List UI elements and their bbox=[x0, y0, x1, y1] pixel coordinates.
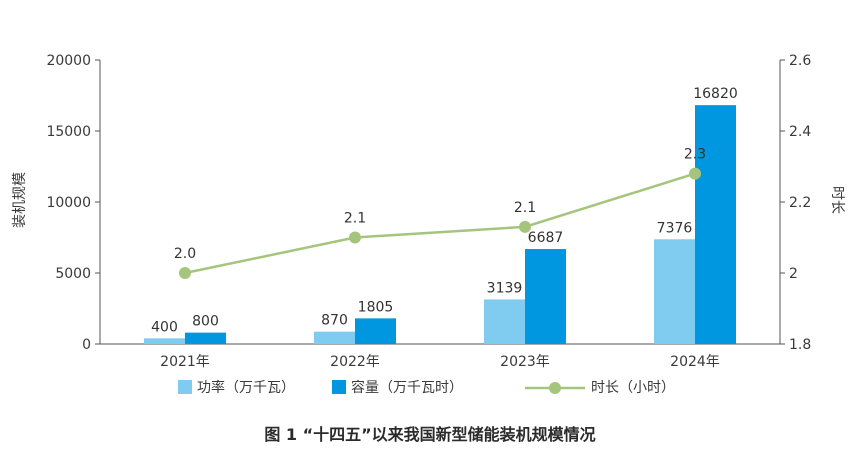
legend-line-marker bbox=[549, 382, 561, 394]
legend-label: 容量（万千瓦时） bbox=[351, 379, 463, 396]
legend-label: 功率（万千瓦） bbox=[197, 379, 295, 396]
bar bbox=[484, 299, 525, 344]
y-tick-label: 0 bbox=[82, 337, 91, 353]
y2-tick-label: 2.6 bbox=[789, 53, 811, 69]
line-point bbox=[519, 220, 531, 233]
x-tick-label: 2024年 bbox=[670, 354, 720, 370]
y2-axis-title: 时长 bbox=[829, 186, 845, 214]
bar-data-label: 7376 bbox=[657, 220, 693, 236]
legend-swatch bbox=[332, 380, 346, 394]
bar-data-label: 16820 bbox=[693, 86, 738, 102]
x-tick-label: 2023年 bbox=[500, 354, 550, 370]
bar bbox=[355, 318, 396, 344]
line-series bbox=[184, 172, 696, 275]
line-data-label: 2.1 bbox=[344, 211, 366, 227]
line-data-label: 2.1 bbox=[514, 200, 536, 216]
line-point bbox=[349, 231, 361, 244]
y2-tick-label: 2 bbox=[789, 266, 798, 282]
bar-data-label: 3139 bbox=[487, 280, 523, 296]
y-tick-label: 5000 bbox=[55, 266, 91, 282]
bar-data-label: 1805 bbox=[358, 299, 394, 315]
bar bbox=[314, 331, 355, 344]
bar-data-label: 870 bbox=[321, 313, 348, 329]
y2-tick-label: 2.4 bbox=[789, 124, 811, 140]
y-axis-title: 装机规模 bbox=[12, 172, 28, 228]
line-data-label: 2.3 bbox=[684, 147, 706, 163]
bar-data-label: 400 bbox=[151, 319, 178, 335]
bar-data-label: 6687 bbox=[528, 230, 564, 246]
bar bbox=[185, 332, 226, 344]
y-tick-label: 15000 bbox=[46, 124, 91, 140]
y2-tick-label: 1.8 bbox=[789, 337, 811, 353]
line-data-label: 2.0 bbox=[174, 246, 196, 262]
line-point bbox=[689, 167, 701, 180]
line-point bbox=[179, 267, 191, 279]
bar bbox=[525, 249, 566, 344]
bar-data-label: 800 bbox=[192, 314, 219, 330]
y-tick-label: 10000 bbox=[46, 195, 91, 211]
figure-caption: 图 1 “十四五”以来我国新型储能装机规模情况 bbox=[264, 425, 595, 444]
y-tick-label: 20000 bbox=[46, 53, 91, 69]
y2-tick-label: 2.2 bbox=[789, 195, 811, 211]
bar bbox=[654, 239, 695, 344]
legend-swatch bbox=[178, 380, 192, 394]
legend-label: 时长（小时） bbox=[591, 380, 675, 396]
bar bbox=[695, 105, 736, 344]
x-tick-label: 2021年 bbox=[160, 354, 210, 370]
bar bbox=[144, 338, 185, 344]
x-tick-label: 2022年 bbox=[330, 354, 380, 370]
